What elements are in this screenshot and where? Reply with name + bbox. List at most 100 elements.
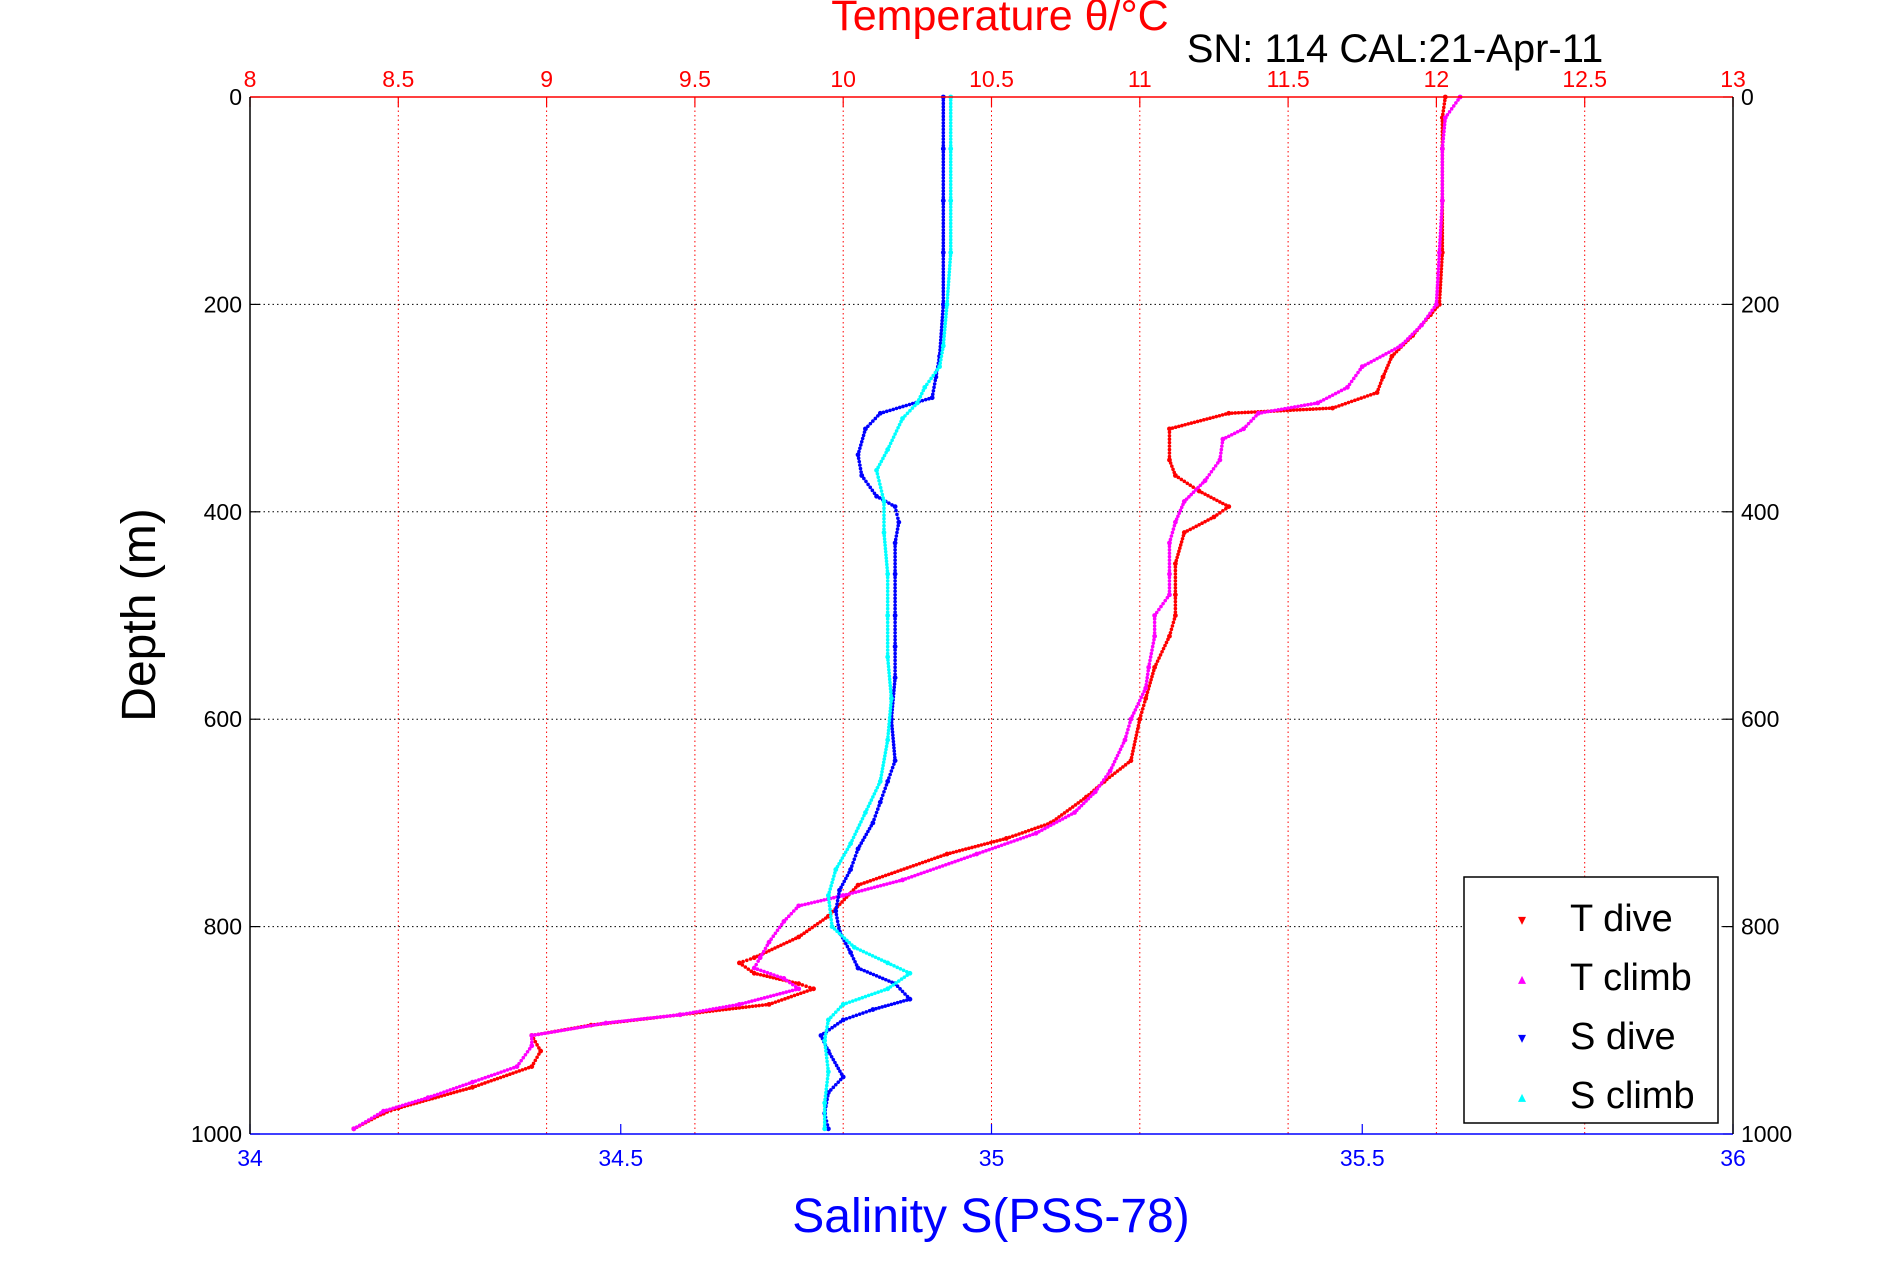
profile-marker [872, 817, 876, 822]
profile-marker [891, 435, 896, 439]
profile-marker [1438, 283, 1443, 287]
profile-marker [831, 1085, 836, 1090]
profile-marker [1188, 483, 1193, 488]
profile-marker [858, 463, 862, 467]
profile-marker [862, 835, 867, 840]
profile-marker [847, 1015, 852, 1020]
profile-marker [455, 1089, 459, 1094]
profile-marker [948, 208, 953, 213]
profile-marker [1126, 727, 1130, 732]
profile-marker [1175, 555, 1179, 560]
profile-marker [800, 983, 805, 987]
profile-marker [941, 98, 946, 103]
profile-marker [823, 1097, 827, 1102]
data-point [944, 851, 950, 857]
profile-marker [1167, 551, 1172, 556]
profile-marker [984, 848, 988, 853]
profile-marker [1436, 273, 1440, 278]
profile-marker [1086, 796, 1091, 801]
profile-marker [861, 1011, 865, 1015]
profile-marker [1207, 472, 1212, 477]
profile-marker [439, 1094, 444, 1098]
profile-marker [1142, 689, 1147, 694]
profile-marker [1368, 392, 1373, 397]
profile-marker [714, 1006, 719, 1011]
profile-marker [967, 846, 971, 851]
profile-marker [1132, 742, 1137, 747]
profile-marker [859, 440, 864, 444]
profile-marker [1283, 406, 1287, 411]
profile-marker [787, 989, 792, 994]
profile-marker [941, 296, 946, 300]
profile-marker [375, 1112, 380, 1117]
profile-marker [1246, 410, 1251, 415]
profile-marker [1113, 771, 1117, 775]
profile-marker [872, 792, 877, 796]
profile-marker [948, 121, 953, 125]
profile-marker [1099, 781, 1104, 785]
profile-marker [1356, 397, 1360, 402]
profile-marker [1151, 668, 1156, 673]
profile-marker [943, 324, 947, 329]
profile-marker [948, 228, 953, 232]
profile-marker [1151, 671, 1155, 676]
profile-marker [859, 967, 863, 972]
profile-marker [887, 715, 892, 720]
profile-marker [724, 1007, 729, 1012]
profile-marker [1218, 511, 1222, 515]
profile-marker [1171, 467, 1175, 472]
profile-marker [492, 1077, 497, 1082]
data-point [885, 737, 891, 743]
profile-marker [1107, 775, 1112, 780]
data-point [822, 1038, 828, 1044]
profile-marker [882, 510, 886, 514]
profile-marker [857, 823, 862, 827]
profile-marker [508, 1072, 512, 1077]
profile-marker [939, 335, 943, 339]
profile-marker [1311, 407, 1315, 411]
data-point [1152, 664, 1158, 670]
profile-marker [1220, 413, 1225, 417]
data-point [892, 675, 898, 681]
profile-marker [1206, 518, 1210, 522]
profile-marker [896, 523, 900, 528]
data-point [885, 447, 891, 452]
profile-marker [1447, 110, 1452, 114]
profile-marker [948, 160, 953, 164]
profile-marker [1387, 350, 1391, 355]
profile-marker [879, 459, 884, 464]
profile-marker [1157, 607, 1161, 612]
profile-marker [885, 627, 890, 632]
profile-marker [831, 1057, 836, 1062]
profile-marker [883, 873, 888, 878]
profile-marker [830, 1025, 834, 1030]
profile-marker [859, 470, 863, 474]
profile-marker [825, 1021, 830, 1026]
profile-marker [1246, 421, 1251, 426]
profile-marker [1438, 234, 1443, 239]
profile-marker [941, 309, 945, 313]
profile-marker [941, 114, 946, 119]
profile-marker [1454, 101, 1458, 105]
profile-marker [892, 964, 896, 968]
profile-marker [1369, 360, 1373, 364]
profile-marker [840, 856, 845, 860]
profile-marker [941, 279, 946, 284]
profile-marker [971, 853, 976, 857]
profile-marker [799, 991, 803, 996]
profile-marker [948, 163, 953, 167]
profile-marker [1167, 454, 1172, 459]
profile-marker [896, 426, 900, 430]
profile-marker [1449, 107, 1454, 111]
profile-marker [511, 1071, 515, 1075]
profile-marker [1249, 410, 1254, 414]
profile-marker [1440, 192, 1445, 197]
profile-marker [1133, 708, 1138, 712]
profile-marker [526, 1065, 531, 1070]
profile-marker [489, 1078, 493, 1083]
profile-marker [818, 920, 823, 924]
profile-marker [520, 1068, 525, 1072]
profile-marker [913, 403, 917, 408]
profile-marker [864, 832, 869, 837]
profile-marker [887, 671, 891, 675]
